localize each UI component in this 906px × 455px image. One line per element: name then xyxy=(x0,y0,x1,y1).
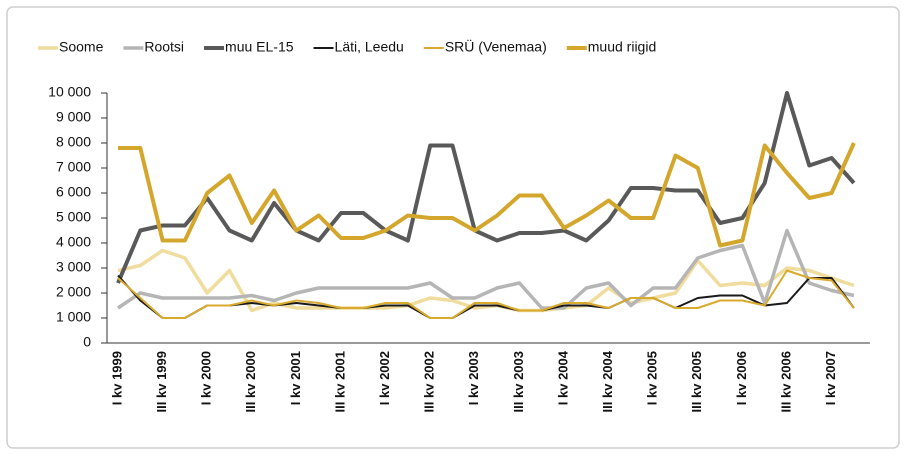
y-tick-label: 9 000 xyxy=(56,109,91,125)
y-tick-label: 7 000 xyxy=(56,159,91,175)
series-line xyxy=(117,269,855,319)
x-tick-label: III kv 1999 xyxy=(154,351,169,412)
x-tick-label: III kv 2005 xyxy=(689,351,704,412)
x-tick-label: III kv 2001 xyxy=(332,351,347,412)
legend-label: Rootsi xyxy=(144,39,184,55)
y-tick-label: 0 xyxy=(83,334,91,350)
y-tick-label: 8 000 xyxy=(56,134,91,150)
series-line xyxy=(117,248,855,313)
legend-label: SRÜ (Venemaa) xyxy=(445,38,547,55)
series-line xyxy=(118,142,856,248)
x-tick-label: I kv 2001 xyxy=(288,351,303,405)
x-tick-label: III kv 2004 xyxy=(600,350,615,412)
x-tick-label: I kv 2005 xyxy=(645,351,660,405)
y-tick-label: 2 000 xyxy=(56,284,91,300)
y-tick-label: 6 000 xyxy=(56,184,91,200)
x-tick-label: III kv 2003 xyxy=(511,351,526,412)
legend-label: muud riigid xyxy=(588,39,656,55)
x-tick-label: I kv 2006 xyxy=(734,351,749,405)
x-tick-label: III kv 2006 xyxy=(778,351,793,412)
x-tick-label: I kv 2000 xyxy=(199,351,214,405)
x-tick-label: III kv 2000 xyxy=(243,351,258,412)
y-tick-label: 5 000 xyxy=(56,209,91,225)
x-tick-label: I kv 2004 xyxy=(555,350,570,405)
frame xyxy=(6,6,900,449)
legend-label: Läti, Leedu xyxy=(335,39,404,55)
series-line xyxy=(117,228,855,310)
y-tick-label: 4 000 xyxy=(56,234,91,250)
series-line xyxy=(116,91,856,284)
y-tick-label: 3 000 xyxy=(56,259,91,275)
y-tick-label: 1 000 xyxy=(56,309,91,325)
x-tick-label: I kv 2007 xyxy=(823,351,838,405)
y-tick-label: 10 000 xyxy=(48,84,91,100)
x-tick-label: III kv 2002 xyxy=(422,351,437,412)
series-line xyxy=(117,274,855,319)
x-tick-label: I kv 1999 xyxy=(109,351,124,405)
legend-label: Soome xyxy=(59,39,104,55)
x-tick-label: I kv 2003 xyxy=(466,351,481,405)
legend-label: muu EL-15 xyxy=(225,39,294,55)
x-tick-label: I kv 2002 xyxy=(377,351,392,405)
